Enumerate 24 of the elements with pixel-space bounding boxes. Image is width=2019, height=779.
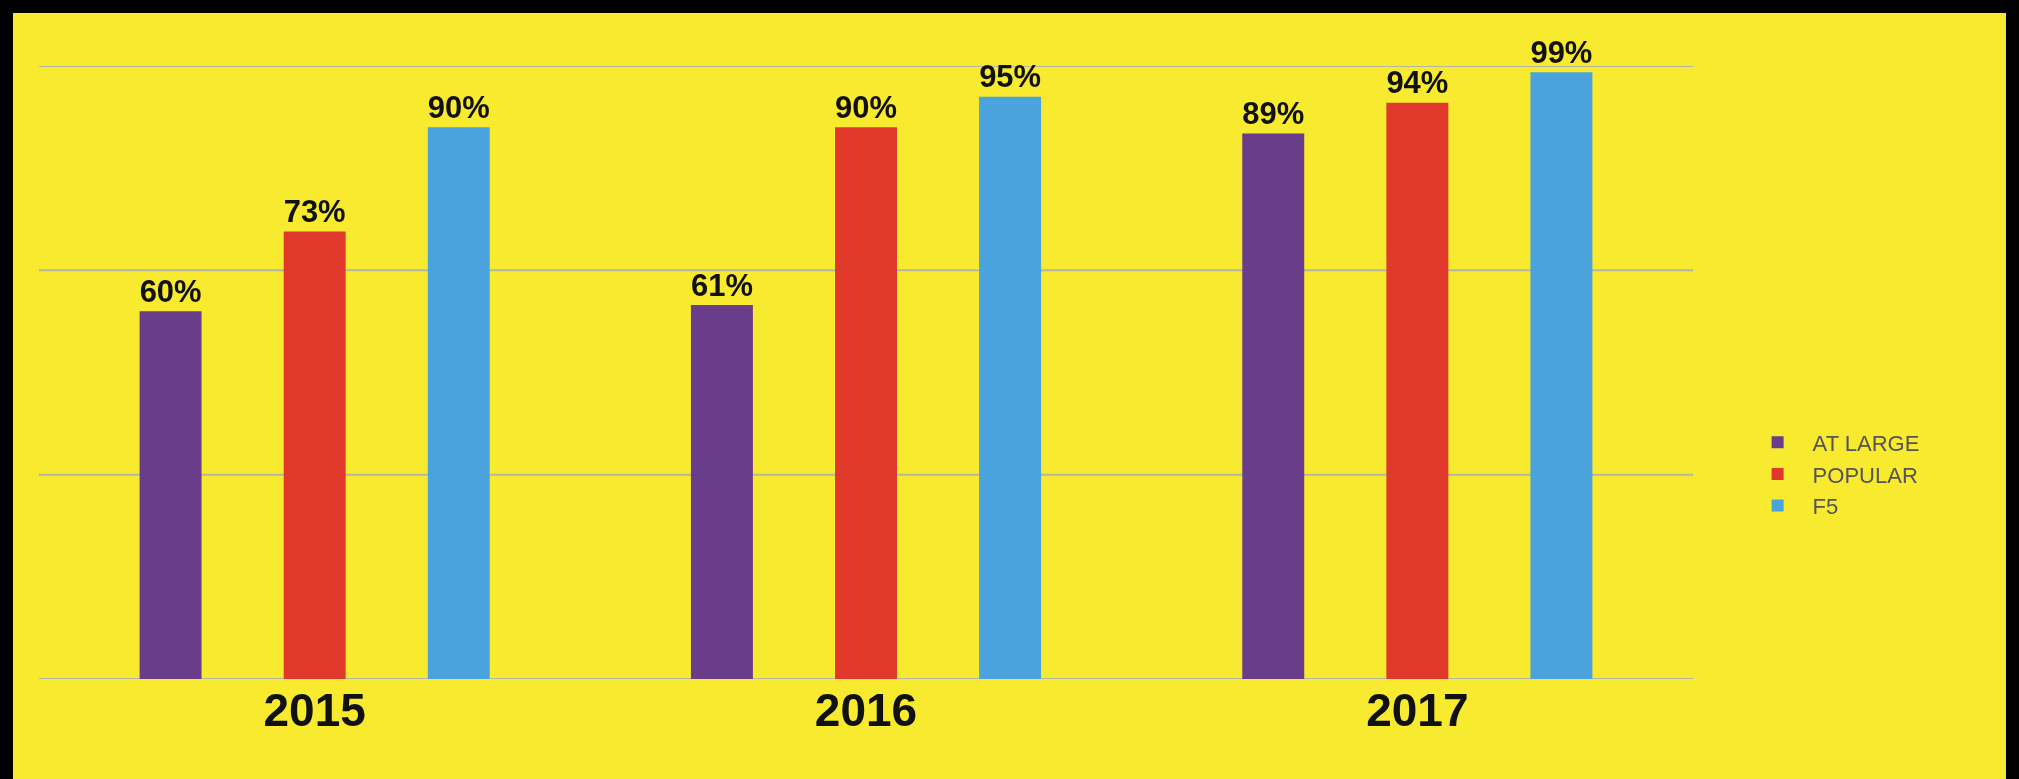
x-tick-label: 2015 [263, 684, 366, 736]
bar [139, 311, 202, 679]
x-tick-label: 2016 [814, 684, 918, 736]
legend-label: F5 [1812, 494, 1839, 520]
data-label: 61% [690, 267, 753, 303]
data-label: 94% [1386, 65, 1449, 101]
bar [1386, 102, 1449, 679]
bar [427, 127, 490, 679]
data-label: 95% [979, 59, 1042, 95]
bar [1242, 133, 1305, 679]
bar [1530, 72, 1593, 679]
data-label: 90% [427, 89, 490, 125]
data-label: 89% [1242, 96, 1305, 132]
data-label: 99% [1530, 34, 1593, 70]
data-label: 73% [283, 194, 346, 230]
legend-label: AT LARGE [1812, 430, 1920, 456]
data-label: 60% [139, 273, 202, 309]
legend-label: POPULAR [1812, 462, 1918, 488]
data-label: 90% [835, 89, 897, 125]
bar [283, 231, 346, 679]
x-tick-label: 2017 [1366, 684, 1469, 736]
bar [690, 305, 753, 679]
bar [979, 96, 1042, 679]
bar [835, 127, 897, 679]
